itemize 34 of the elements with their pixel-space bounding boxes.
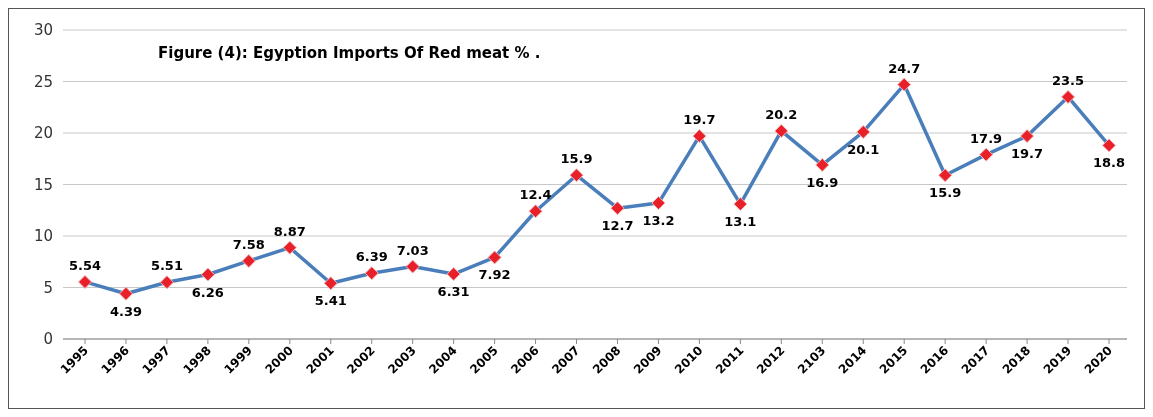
y-tick-label: 25 <box>33 72 53 91</box>
data-label: 13.2 <box>642 213 675 229</box>
y-tick-label: 10 <box>33 227 53 246</box>
data-label: 19.7 <box>1011 146 1044 162</box>
data-label: 7.58 <box>232 236 265 252</box>
data-label: 5.41 <box>314 293 347 309</box>
data-label: 7.92 <box>478 267 511 283</box>
data-label: 8.87 <box>273 223 306 239</box>
data-label: 13.1 <box>724 214 757 230</box>
data-label: 16.9 <box>806 174 839 190</box>
data-label: 24.7 <box>888 60 921 76</box>
data-label: 18.8 <box>1092 155 1126 171</box>
y-tick-label: 20 <box>33 124 53 143</box>
data-label: 6.26 <box>191 284 224 300</box>
y-tick-label: 30 <box>33 21 53 40</box>
data-label: 19.7 <box>683 112 716 128</box>
data-label: 15.9 <box>560 151 593 167</box>
data-label: 20.2 <box>765 106 798 122</box>
data-label: 7.03 <box>396 242 429 258</box>
y-tick-label: 5 <box>43 278 53 297</box>
data-label: 12.7 <box>601 218 634 234</box>
data-label: 6.31 <box>437 284 470 300</box>
data-label: 5.51 <box>150 258 183 274</box>
data-label: 23.5 <box>1052 72 1085 88</box>
data-label: 17.9 <box>970 130 1003 146</box>
data-label: 5.54 <box>68 257 102 273</box>
data-label: 4.39 <box>109 303 142 319</box>
data-label: 12.4 <box>519 187 552 203</box>
text: Figure (4): Egyption Imports Of Red meat % . <box>158 44 541 62</box>
data-label: 6.39 <box>355 249 388 265</box>
y-tick-label: 15 <box>33 175 53 194</box>
data-label: 20.1 <box>847 141 880 157</box>
data-label: 15.9 <box>929 185 962 201</box>
y-tick-label: 0 <box>43 330 53 349</box>
